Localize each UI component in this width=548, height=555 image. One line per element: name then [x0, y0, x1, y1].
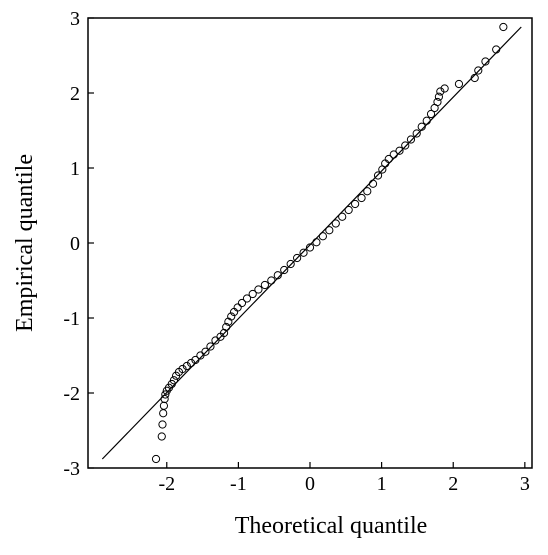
x-tick-label: 0	[305, 473, 315, 495]
data-point	[492, 45, 501, 54]
x-tick-label: 3	[520, 473, 530, 495]
data-point	[267, 276, 276, 285]
data-point	[242, 294, 252, 303]
data-point	[406, 135, 416, 144]
data-point	[395, 146, 404, 155]
data-point	[159, 401, 169, 410]
data-point	[351, 199, 360, 209]
data-point	[260, 280, 269, 290]
data-point	[178, 364, 187, 374]
data-point	[433, 97, 442, 107]
data-point	[499, 22, 508, 32]
data-point	[159, 409, 168, 418]
data-point	[401, 141, 410, 150]
data-point	[357, 193, 366, 203]
data-point	[219, 328, 229, 338]
data-point	[161, 390, 170, 399]
data-point	[434, 92, 444, 101]
data-point	[158, 420, 167, 429]
data-point	[312, 238, 321, 247]
data-point	[344, 205, 353, 215]
data-point	[237, 298, 247, 308]
data-point	[440, 84, 449, 93]
plot-frame	[87, 17, 533, 469]
y-tick-label: 2	[70, 83, 80, 105]
data-point	[160, 394, 169, 404]
x-tick-label: 1	[377, 473, 387, 495]
y-tick-label: 0	[70, 233, 80, 255]
data-point	[412, 129, 421, 138]
data-point	[280, 265, 289, 275]
data-point	[338, 212, 347, 221]
data-point	[286, 259, 295, 269]
x-axis-ticks: -2 -1 0 1 2 3	[158, 462, 530, 495]
data-point	[293, 253, 302, 263]
data-point	[151, 454, 161, 464]
data-point	[201, 347, 210, 356]
y-tick-label: -1	[63, 308, 80, 330]
data-point	[248, 289, 257, 299]
data-point	[389, 150, 398, 159]
data-point	[470, 73, 479, 83]
y-tick-label: -3	[63, 458, 80, 480]
data-point	[481, 57, 490, 66]
data-point	[169, 376, 179, 385]
data-point	[206, 342, 215, 351]
y-tick-label: 1	[70, 158, 80, 180]
data-point	[157, 432, 166, 441]
data-points-layer	[151, 22, 508, 464]
data-point	[436, 87, 445, 96]
data-point	[368, 179, 378, 188]
data-point	[299, 248, 308, 257]
data-point	[254, 285, 263, 294]
x-tick-label: 2	[448, 473, 458, 495]
data-point	[318, 232, 327, 241]
y-tick-label: -2	[63, 383, 80, 405]
data-point	[222, 322, 231, 332]
data-point	[363, 187, 372, 196]
x-tick-label: -1	[230, 473, 247, 495]
data-point	[474, 66, 483, 75]
y-tick-label: 3	[70, 8, 80, 30]
y-axis-ticks: -3 -2 -1 0 1 2 3	[63, 8, 94, 480]
data-point	[305, 243, 315, 252]
data-point	[422, 116, 431, 125]
data-point	[454, 79, 464, 89]
data-point	[384, 154, 393, 164]
data-point	[273, 271, 282, 280]
data-point	[373, 171, 383, 180]
data-point	[331, 219, 340, 228]
data-point	[191, 355, 200, 365]
y-axis-title: Empirical quantile	[12, 154, 38, 332]
data-point	[187, 358, 196, 368]
x-tick-label: -2	[158, 473, 175, 495]
data-point	[426, 109, 436, 119]
data-point	[325, 226, 334, 235]
data-point	[417, 122, 426, 131]
data-point	[182, 361, 191, 371]
data-point	[227, 312, 236, 321]
data-point	[233, 303, 242, 312]
x-axis-title: Theoretical quantile	[235, 513, 428, 539]
